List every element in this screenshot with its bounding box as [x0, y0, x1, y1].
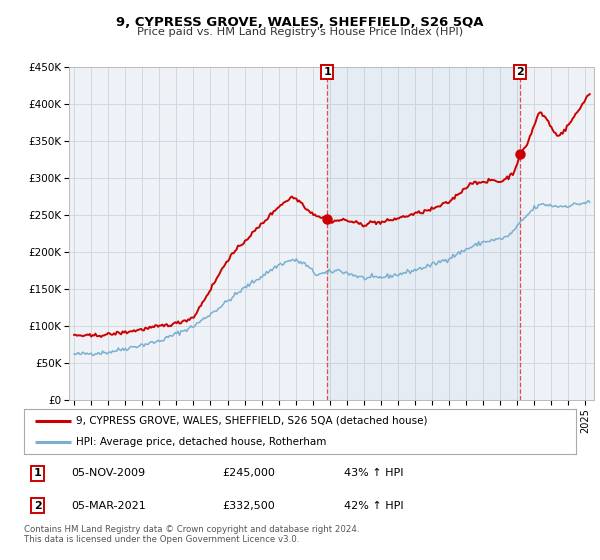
Text: 9, CYPRESS GROVE, WALES, SHEFFIELD, S26 5QA (detached house): 9, CYPRESS GROVE, WALES, SHEFFIELD, S26 … [76, 416, 428, 426]
Text: 05-MAR-2021: 05-MAR-2021 [71, 501, 146, 511]
Text: 2: 2 [34, 501, 41, 511]
Text: 05-NOV-2009: 05-NOV-2009 [71, 468, 145, 478]
Text: 1: 1 [323, 67, 331, 77]
Text: 43% ↑ HPI: 43% ↑ HPI [344, 468, 404, 478]
Text: Price paid vs. HM Land Registry's House Price Index (HPI): Price paid vs. HM Land Registry's House … [137, 27, 463, 37]
Bar [327, 67, 520, 400]
Text: HPI: Average price, detached house, Rotherham: HPI: Average price, detached house, Roth… [76, 436, 327, 446]
Text: 1: 1 [34, 468, 41, 478]
Text: £245,000: £245,000 [223, 468, 275, 478]
Text: 9, CYPRESS GROVE, WALES, SHEFFIELD, S26 5QA: 9, CYPRESS GROVE, WALES, SHEFFIELD, S26 … [116, 16, 484, 29]
Text: Contains HM Land Registry data © Crown copyright and database right 2024.: Contains HM Land Registry data © Crown c… [24, 525, 359, 534]
Text: 42% ↑ HPI: 42% ↑ HPI [344, 501, 404, 511]
Text: 2: 2 [517, 67, 524, 77]
Text: This data is licensed under the Open Government Licence v3.0.: This data is licensed under the Open Gov… [24, 535, 299, 544]
Text: £332,500: £332,500 [223, 501, 275, 511]
